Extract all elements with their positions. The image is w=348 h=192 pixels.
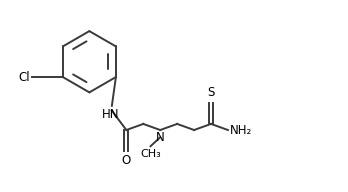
Text: S: S	[207, 86, 215, 99]
Text: CH₃: CH₃	[140, 149, 161, 159]
Text: N: N	[156, 131, 165, 144]
Text: NH₂: NH₂	[230, 123, 252, 137]
Text: Cl: Cl	[18, 70, 30, 84]
Text: HN: HN	[102, 108, 120, 121]
Text: O: O	[122, 154, 131, 167]
